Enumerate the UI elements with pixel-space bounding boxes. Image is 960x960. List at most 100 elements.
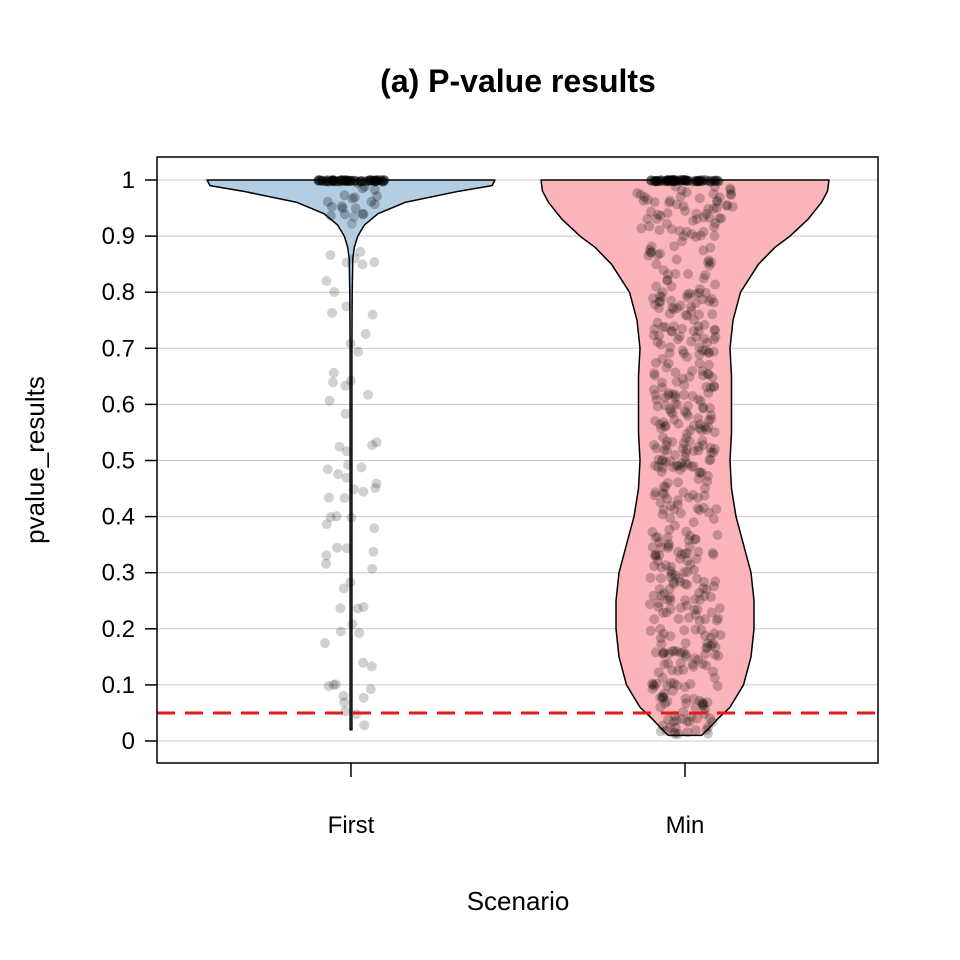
data-point xyxy=(642,194,653,205)
data-point xyxy=(665,592,675,603)
data-point xyxy=(679,379,690,390)
data-point xyxy=(679,175,690,186)
data-point xyxy=(681,649,691,660)
data-point xyxy=(727,201,738,212)
data-point xyxy=(700,614,711,625)
data-point xyxy=(330,679,341,690)
data-point xyxy=(658,265,669,276)
data-point xyxy=(671,176,682,187)
data-point xyxy=(378,176,388,187)
data-point xyxy=(704,455,715,466)
data-point xyxy=(661,725,672,736)
data-point xyxy=(681,526,692,537)
data-point xyxy=(692,573,702,584)
data-point xyxy=(370,483,381,493)
data-point xyxy=(713,650,724,661)
data-point xyxy=(365,175,376,186)
data-point xyxy=(695,230,706,241)
data-point xyxy=(687,659,698,670)
data-point xyxy=(663,658,673,669)
data-point xyxy=(658,607,669,618)
data-point xyxy=(345,175,356,186)
data-point xyxy=(693,445,704,456)
data-point xyxy=(705,176,716,187)
data-point xyxy=(703,388,714,398)
data-point xyxy=(694,193,705,204)
data-point xyxy=(702,470,713,481)
data-point xyxy=(362,176,373,187)
data-point xyxy=(694,349,705,360)
data-point xyxy=(347,193,358,204)
data-point xyxy=(692,492,703,503)
data-point xyxy=(710,642,721,653)
data-point xyxy=(645,206,656,217)
data-point xyxy=(349,192,360,203)
data-point xyxy=(658,432,669,443)
data-point xyxy=(345,577,356,588)
data-point xyxy=(680,447,691,458)
data-point xyxy=(669,399,680,409)
data-point xyxy=(665,595,676,606)
y-tick-label: 0.4 xyxy=(102,504,135,531)
data-point xyxy=(671,376,682,387)
data-point xyxy=(671,254,682,265)
data-point xyxy=(716,213,727,224)
data-point xyxy=(658,481,669,492)
data-point xyxy=(677,373,688,384)
data-point xyxy=(688,661,699,672)
data-point xyxy=(657,692,668,703)
data-point xyxy=(692,214,702,225)
data-point xyxy=(687,229,697,240)
data-point xyxy=(706,640,717,651)
data-point xyxy=(366,196,377,207)
data-point xyxy=(702,728,713,739)
data-point xyxy=(704,296,715,307)
data-point xyxy=(353,346,364,357)
data-point xyxy=(725,185,736,196)
data-point xyxy=(697,435,708,446)
data-point xyxy=(679,175,690,185)
data-point xyxy=(656,423,667,434)
data-point xyxy=(708,203,719,214)
data-point xyxy=(687,490,698,500)
data-point xyxy=(709,231,720,241)
data-point xyxy=(664,584,675,594)
data-point xyxy=(379,175,389,186)
data-point xyxy=(652,317,663,328)
data-point xyxy=(675,648,686,658)
data-point xyxy=(675,300,686,311)
y-tick-label: 1 xyxy=(122,167,135,194)
data-point xyxy=(662,175,673,186)
data-point xyxy=(650,551,661,562)
data-point xyxy=(710,576,721,587)
data-point xyxy=(665,677,676,688)
data-point xyxy=(674,331,685,342)
data-point xyxy=(355,176,366,187)
data-point xyxy=(663,714,673,725)
data-point xyxy=(705,382,716,393)
data-point xyxy=(667,646,678,656)
violins xyxy=(206,179,830,737)
data-point xyxy=(715,630,726,640)
data-point xyxy=(693,321,704,332)
data-point xyxy=(711,504,722,515)
data-point xyxy=(683,400,693,411)
data-point xyxy=(668,304,679,315)
data-point xyxy=(662,478,673,488)
data-point xyxy=(367,563,378,574)
data-point xyxy=(701,584,712,595)
data-point xyxy=(650,647,661,658)
data-point xyxy=(675,191,686,202)
data-point xyxy=(691,231,701,242)
data-point xyxy=(705,592,716,602)
data-point xyxy=(650,176,661,187)
data-point xyxy=(673,728,684,739)
data-point xyxy=(680,452,691,462)
data-point xyxy=(691,175,702,186)
data-point xyxy=(661,607,672,618)
data-point xyxy=(685,530,696,541)
data-point xyxy=(678,348,689,359)
data-point xyxy=(698,576,709,587)
data-point xyxy=(673,546,684,557)
data-point xyxy=(663,542,673,553)
